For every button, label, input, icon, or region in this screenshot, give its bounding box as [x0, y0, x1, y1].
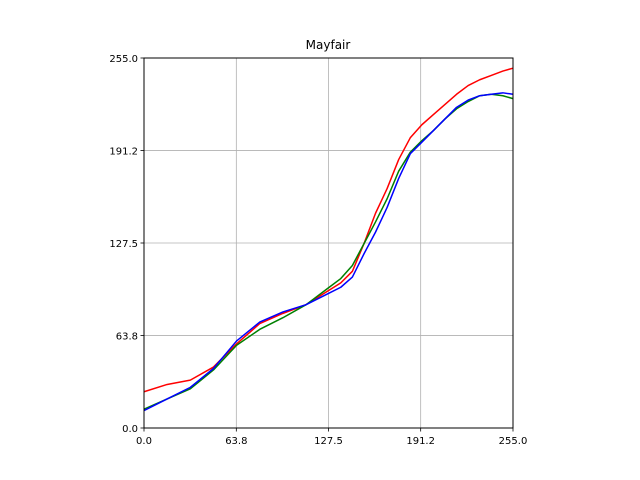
x-tick-label: 255.0 — [499, 436, 528, 447]
series-lines — [143, 67, 514, 412]
series-line-2 — [143, 92, 514, 412]
series-line-1 — [143, 93, 514, 410]
y-tick-label: 63.8 — [116, 331, 138, 342]
x-tick-label: 63.8 — [225, 436, 247, 447]
x-tick-label: 127.5 — [314, 436, 343, 447]
y-tick-label: 255.0 — [109, 54, 138, 65]
y-tick-label: 127.5 — [109, 239, 138, 250]
x-tick-label: 0.0 — [136, 436, 152, 447]
y-tick-label: 191.2 — [109, 147, 138, 158]
y-tick-label: 0.0 — [122, 424, 138, 435]
chart-title: Mayfair — [306, 38, 351, 52]
x-tick-label: 191.2 — [406, 436, 435, 447]
series-line-0 — [143, 67, 514, 393]
axes: 0.0 63.8 127.5 191.2 255.0 0.0 63.8 127.5 191.2 2… — [109, 54, 527, 447]
